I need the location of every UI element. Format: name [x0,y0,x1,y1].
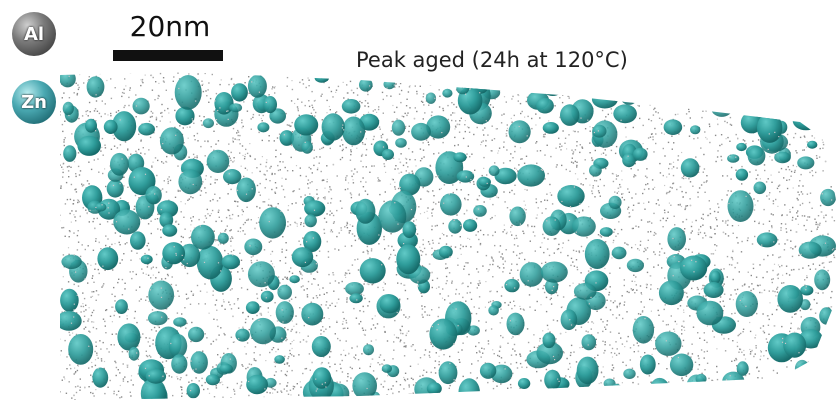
image-title: Peak aged (24h at 120°C) [356,48,628,72]
zn-precipitate-cloud [60,72,836,400]
zn-atom-icon: Zn [12,80,56,124]
scale-bar-label: 20nm [129,10,211,43]
scale-bar [113,50,223,61]
zn-label: Zn [21,91,47,113]
al-atom-icon: Al [12,12,56,56]
al-label: Al [23,23,45,45]
